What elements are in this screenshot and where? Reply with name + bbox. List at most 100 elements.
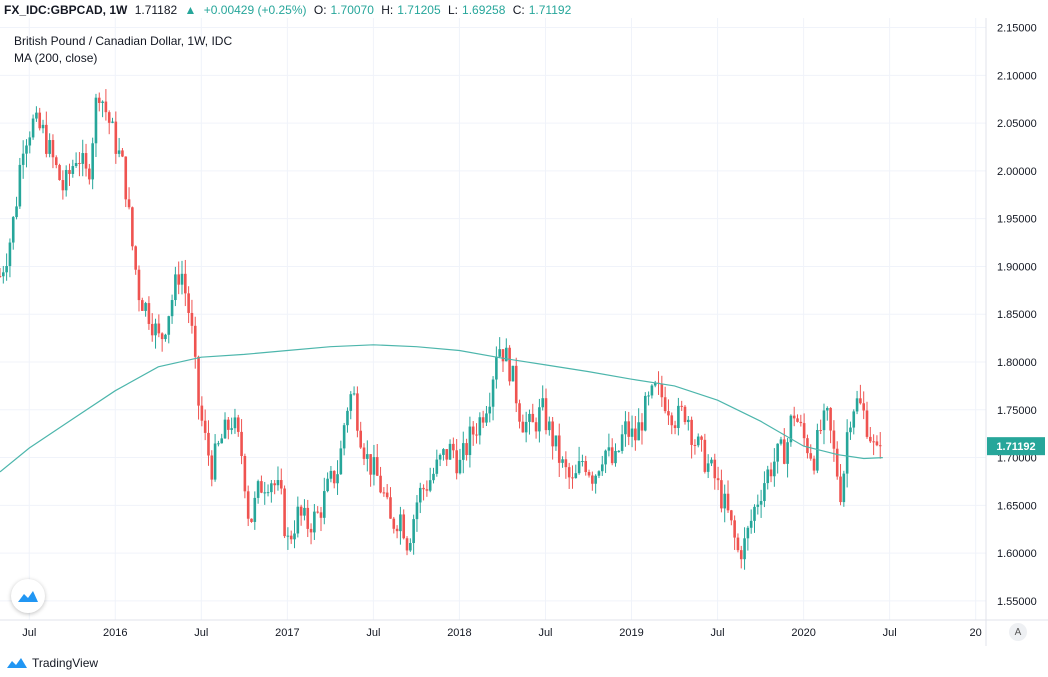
candle-body: [117, 150, 121, 154]
auto-scale-button[interactable]: A: [1009, 623, 1027, 641]
candle-body: [541, 398, 545, 408]
candle-body: [746, 527, 750, 539]
candle-body: [766, 469, 770, 484]
candle-body: [544, 398, 548, 431]
candle-body: [78, 163, 81, 165]
candle-body: [591, 475, 594, 484]
y-tick-label: 1.90000: [997, 261, 1037, 273]
candle-body: [687, 419, 690, 423]
tradingview-logo-icon: [7, 658, 27, 668]
candle-body: [389, 497, 392, 519]
y-tick-label: 1.75000: [997, 405, 1037, 417]
candle-body: [296, 506, 300, 534]
candle-body: [322, 491, 326, 518]
candle-body: [385, 492, 389, 498]
candle-body: [313, 511, 316, 533]
candle-body: [11, 217, 15, 243]
candle-body: [164, 334, 167, 340]
y-tick-label: 1.60000: [997, 548, 1037, 560]
candle-body: [551, 421, 554, 447]
candle-body: [147, 303, 151, 324]
candle-body: [286, 535, 290, 537]
y-tick-label: 2.10000: [997, 70, 1037, 82]
candle-body: [339, 448, 343, 475]
candle-body: [796, 418, 799, 422]
candle-body: [617, 450, 621, 452]
candle-body: [653, 382, 657, 386]
candle-body: [184, 273, 187, 294]
candle-body: [624, 421, 627, 435]
candle-body: [236, 417, 240, 432]
candle-body: [402, 514, 406, 539]
candle-body: [673, 425, 677, 429]
candle-body: [756, 504, 760, 507]
legend-indicator[interactable]: MA (200, close): [14, 51, 98, 65]
candle-body: [865, 410, 869, 437]
candle-body: [696, 436, 700, 446]
candle-body: [263, 492, 267, 494]
candle-body: [140, 300, 144, 311]
y-tick-label: 2.15000: [997, 23, 1037, 35]
candle-body: [548, 421, 551, 431]
candle-body: [64, 169, 68, 191]
candle-body: [359, 430, 362, 448]
candle-body: [101, 101, 104, 103]
candle-body: [842, 473, 846, 503]
candle-body: [167, 316, 171, 335]
candle-body: [574, 473, 578, 479]
candle-body: [289, 535, 293, 540]
candle-body: [716, 478, 720, 481]
candle-body: [875, 441, 879, 446]
candle-body: [819, 430, 822, 432]
candle-body: [107, 112, 111, 123]
candle-body: [835, 448, 839, 477]
candle-body: [822, 410, 826, 431]
candle-body: [458, 459, 462, 474]
candle-body: [825, 407, 829, 411]
candle-body: [137, 269, 141, 301]
symbol-name[interactable]: FX_IDC:GBPCAD, 1W: [4, 3, 128, 17]
candle-body: [488, 406, 492, 414]
candle-body: [478, 417, 482, 436]
candle-body: [193, 325, 197, 357]
candle-body: [726, 493, 730, 511]
tradingview-badge[interactable]: [11, 579, 45, 613]
candle-body: [534, 422, 538, 432]
candle-body: [395, 528, 399, 532]
candle-body: [597, 471, 601, 476]
candle-body: [508, 347, 511, 382]
candle-body: [432, 473, 435, 481]
candle-body: [399, 514, 402, 532]
x-tick-label: 2018: [447, 627, 471, 639]
candle-body: [45, 124, 48, 154]
candle-body: [127, 199, 131, 208]
candle-body: [58, 165, 61, 181]
candle-body: [256, 481, 260, 498]
candle-body: [326, 478, 329, 492]
candle-body: [481, 417, 485, 423]
candle-body: [839, 476, 842, 503]
candle-body: [468, 426, 472, 456]
candle-body: [677, 405, 680, 429]
candle-body: [283, 488, 286, 537]
candle-body: [366, 454, 369, 459]
candle-body: [723, 493, 727, 509]
candle-body: [104, 101, 108, 113]
x-tick-label: 20: [970, 627, 982, 639]
candle-body: [150, 323, 154, 336]
candle-body: [763, 483, 766, 502]
candle-body: [342, 425, 346, 449]
candle-body: [392, 518, 396, 529]
candle-body: [293, 533, 296, 540]
candle-body: [710, 459, 713, 464]
candle-body: [253, 497, 257, 522]
brand-label[interactable]: TradingView: [32, 656, 99, 670]
candle-body: [455, 450, 458, 474]
y-tick-label: 1.65000: [997, 500, 1037, 512]
candle-body: [213, 443, 217, 480]
candle-body: [786, 442, 789, 464]
candle-body: [878, 445, 882, 447]
candle-body: [329, 470, 333, 479]
candle-body: [581, 461, 584, 463]
